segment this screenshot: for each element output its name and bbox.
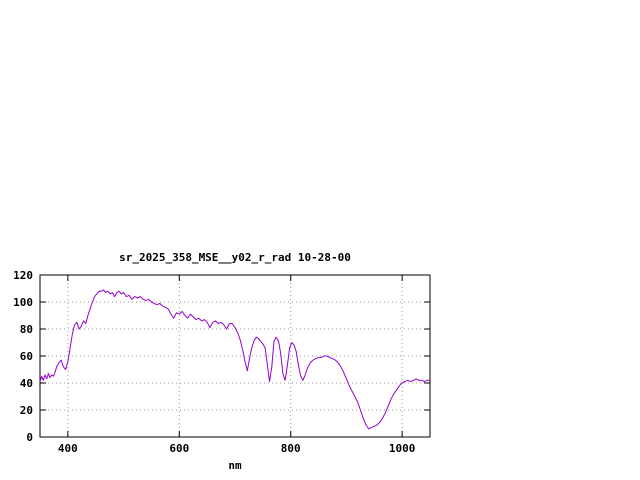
x-tick-label: 1000 [389, 442, 416, 455]
y-tick-label: 0 [26, 431, 33, 444]
y-tick-label: 20 [20, 404, 33, 417]
x-axis-label: nm [228, 459, 242, 472]
data-line [39, 289, 430, 430]
y-tick-label: 100 [13, 296, 33, 309]
y-tick-label: 60 [20, 350, 33, 363]
y-tick-label: 80 [20, 323, 33, 336]
chart-title: sr_2025_358_MSE__y02_r_rad 10-28-00 [119, 251, 351, 264]
y-tick-label: 120 [13, 269, 33, 282]
plot-border [39, 274, 431, 438]
x-tick-label: 600 [169, 442, 189, 455]
x-tick-label: 400 [58, 442, 78, 455]
x-tick-label: 800 [281, 442, 301, 455]
y-tick-label: 40 [20, 377, 33, 390]
